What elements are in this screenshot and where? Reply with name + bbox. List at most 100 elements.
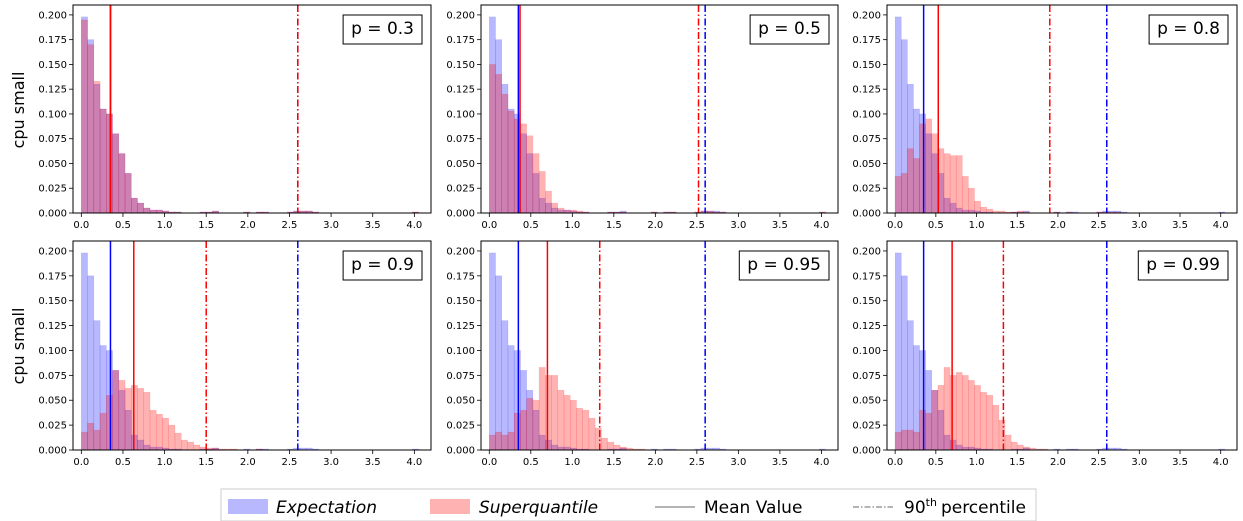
superquantile-bar (99, 108, 107, 213)
panel-annotation-box (1137, 250, 1229, 281)
superquantile-bar (1010, 441, 1018, 450)
superquantile-bar (925, 412, 933, 450)
expectation-bar (545, 202, 552, 213)
y-tick-label: 0.100 (852, 109, 881, 120)
superquantile-bar (532, 153, 540, 213)
y-tick-label: 0.175 (38, 35, 67, 46)
y-tick-label: 0.150 (38, 296, 67, 307)
axes-frame (480, 240, 839, 451)
superquantile-bar (118, 153, 126, 213)
superquantile-bar (489, 434, 496, 450)
superquantile-bar (955, 155, 963, 213)
x-tick-label: 1.0 (157, 220, 173, 231)
superquantile-bar (607, 441, 615, 450)
expectation-bar (99, 108, 107, 213)
superquantile-bar (1004, 434, 1012, 450)
x-tick-label: 3.5 (365, 457, 381, 468)
y-tick-label: 0.175 (38, 271, 67, 282)
superquantile-bar (974, 200, 981, 213)
superquantile-bar (93, 429, 101, 450)
superquantile-bar (570, 399, 577, 450)
x-tick-label: 0.0 (481, 220, 497, 231)
expectation-bar (93, 83, 101, 213)
expectation-bar (925, 133, 933, 213)
expectation-bar (489, 252, 496, 450)
superquantile-bar (81, 431, 88, 450)
x-tick-label: 2.0 (647, 220, 663, 231)
superquantile-bar (106, 113, 113, 213)
panel-annotation: p = 0.8 (1157, 19, 1220, 39)
y-tick-label: 0.200 (446, 246, 475, 257)
legend-percentile-text: percentile (941, 498, 1026, 518)
x-tick-label: 0.5 (928, 220, 944, 231)
y-tick-label: 0.000 (38, 446, 67, 457)
x-tick-label: 0.5 (115, 220, 131, 231)
x-tick-label: 2.5 (282, 220, 298, 231)
expectation-bar (81, 252, 88, 450)
x-tick-label: 1.5 (606, 457, 622, 468)
y-tick-label: 0.075 (446, 134, 475, 145)
superquantile-bar (99, 412, 107, 450)
axes-frame (72, 240, 432, 451)
axes-frame (480, 4, 839, 214)
superquantile-bar (968, 187, 975, 213)
x-tick-label: 1.0 (564, 220, 580, 231)
expectation-bar (538, 434, 546, 450)
legend-percentile-superscript: th (926, 496, 937, 509)
x-tick-label: 2.5 (1091, 220, 1107, 231)
x-tick-label: 2.0 (1050, 457, 1066, 468)
x-tick-label: 1.5 (1009, 457, 1025, 468)
panel-annotation-box (738, 250, 830, 281)
y-tick-label: 0.050 (38, 396, 67, 407)
superquantile-bar (131, 197, 138, 213)
superquantile-bar (943, 367, 951, 450)
expectation-bar (124, 409, 132, 450)
expectation-bar (112, 370, 120, 450)
legend-label-superquantile: Superquantile (479, 498, 598, 518)
y-tick-label: 0.075 (446, 371, 475, 382)
superquantile-bar (187, 441, 194, 450)
expectation-bar (532, 409, 540, 450)
x-tick-label: 1.5 (606, 220, 622, 231)
x-tick-label: 1.5 (198, 457, 214, 468)
x-tick-label: 0.0 (887, 457, 903, 468)
expectation-bar (137, 202, 145, 213)
expectation-bar (507, 108, 515, 213)
y-tick-label: 0.000 (852, 446, 881, 457)
y-tick-label: 0.175 (852, 35, 881, 46)
y-tick-label: 0.100 (446, 109, 475, 120)
superquantile-bar (81, 19, 88, 213)
plot-area (81, 241, 419, 450)
axes-frame (72, 4, 432, 214)
legend-label-expectation: Expectation (276, 498, 377, 518)
superquantile-bar (520, 123, 527, 213)
x-tick-label: 2.5 (282, 457, 298, 468)
x-tick-label: 3.5 (772, 220, 788, 231)
plot-area (81, 5, 419, 213)
expectation-bar (937, 409, 945, 450)
y-tick-label: 0.025 (446, 184, 475, 195)
expectation-bar (532, 173, 540, 213)
y-axis-label-row-2: cpu small (9, 308, 28, 385)
superquantile-bar (949, 155, 957, 213)
y-axis-label-row-1: cpu small (9, 72, 28, 149)
expectation-bar (495, 275, 503, 450)
expectation-bar (81, 16, 88, 213)
superquantile-bar (124, 388, 132, 450)
y-tick-label: 0.050 (852, 159, 881, 170)
y-tick-label: 0.100 (38, 109, 67, 120)
y-tick-label: 0.075 (38, 371, 67, 382)
superquantile-bar (962, 375, 969, 450)
y-tick-label: 0.025 (38, 184, 67, 195)
expectation-bar (894, 16, 902, 213)
panel-annotation-box (1148, 14, 1229, 45)
superquantile-bar (495, 74, 503, 213)
axes-frame (886, 4, 1238, 214)
superquantile-bar (949, 375, 957, 450)
superquantile-bar (489, 64, 496, 213)
x-tick-label: 0.5 (115, 457, 131, 468)
x-tick-label: 3.0 (323, 457, 339, 468)
y-tick-label: 0.050 (38, 159, 67, 170)
superquantile-bar (495, 431, 503, 450)
